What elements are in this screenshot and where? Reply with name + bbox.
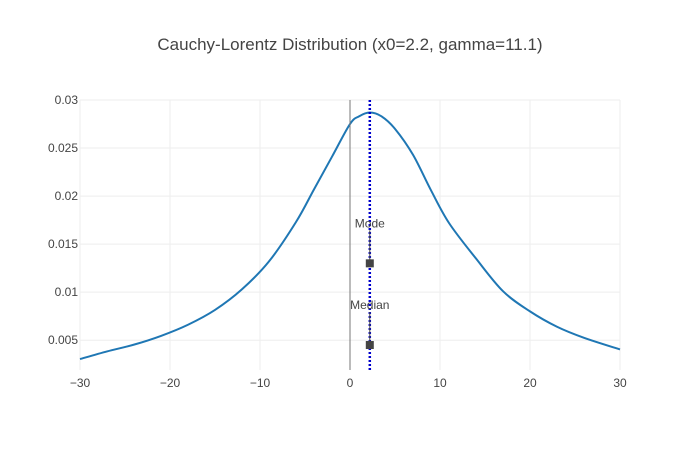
chart-title: Cauchy-Lorentz Distribution (x0=2.2, gam… — [157, 35, 542, 54]
annotation-square — [365, 341, 374, 350]
y-tick-label: 0.02 — [55, 189, 79, 203]
x-tick-label: −30 — [70, 376, 91, 390]
annotation-markers: Mode Median — [350, 216, 389, 350]
y-tick-label: 0.005 — [48, 333, 78, 347]
annotation-label: Median — [350, 298, 389, 312]
x-tick-label: 10 — [433, 376, 447, 390]
density-curve — [79, 111, 621, 361]
y-tick-label: 0.01 — [55, 285, 79, 299]
annotation-square — [365, 259, 374, 268]
y-tick-label: 0.03 — [55, 93, 79, 107]
x-tick-label: 30 — [613, 376, 627, 390]
y-tick-label: 0.025 — [48, 141, 78, 155]
series-layer — [79, 111, 621, 361]
annotation-label: Mode — [355, 216, 385, 230]
x-tick-label: 0 — [347, 376, 354, 390]
vertical-lines — [349, 100, 372, 370]
axes: −30 −20 −10 0 10 20 30 0.005 0.01 0.015 0.02 0.025 0… — [48, 93, 627, 390]
x-tick-label: −20 — [160, 376, 181, 390]
y-tick-label: 0.015 — [48, 237, 78, 251]
x-tick-label: 20 — [523, 376, 537, 390]
marker-median: Median — [350, 298, 389, 350]
marker-mode: Mode — [355, 216, 385, 268]
x-tick-label: −10 — [250, 376, 271, 390]
